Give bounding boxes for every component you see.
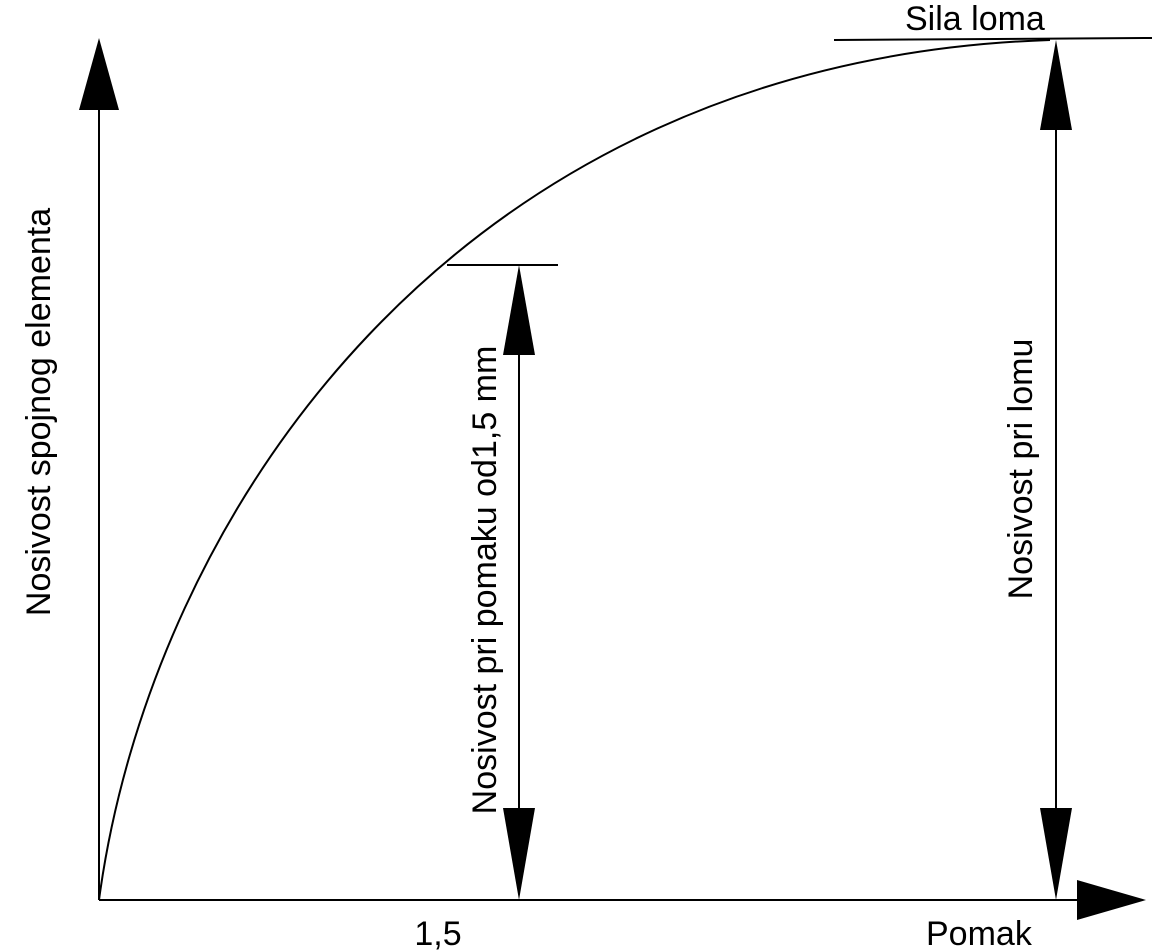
displacement-capacity-arrow-down [503, 808, 535, 900]
x-axis-label: Pomak [926, 915, 1033, 951]
x-axis [99, 880, 1146, 920]
y-axis [79, 38, 119, 900]
displacement-capacity-arrow-up [503, 265, 535, 355]
y-axis-label: Nosivost spojnog elementa [20, 208, 58, 616]
displacement-capacity-label: Nosivost pri pomaku od1,5 mm [466, 346, 504, 815]
failure-capacity-label: Nosivost pri lomu [1002, 339, 1040, 600]
failure-capacity-arrow-down [1040, 808, 1072, 900]
failure-capacity-arrow-up [1040, 40, 1072, 130]
load-displacement-curve [98, 39, 1051, 901]
x-tick-label: 1,5 [414, 915, 461, 951]
x-axis-arrowhead [1077, 880, 1146, 920]
y-axis-arrowhead [79, 38, 119, 110]
displacement-capacity-dimension [503, 265, 535, 900]
failure-force-label: Sila loma [905, 0, 1045, 38]
failure-force-line [833, 37, 1152, 41]
failure-capacity-dimension [1040, 40, 1072, 900]
